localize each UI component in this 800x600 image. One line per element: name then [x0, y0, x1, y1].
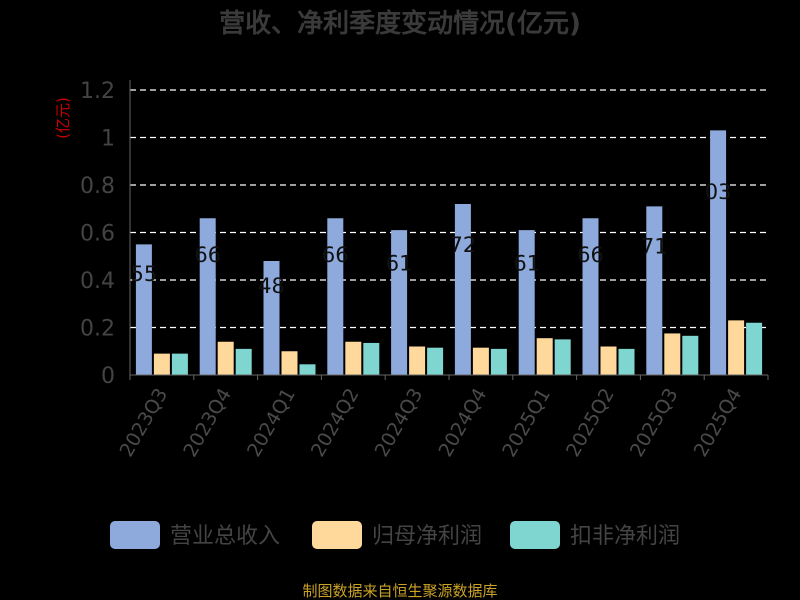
y-tick-label: 0.6 [80, 222, 115, 247]
bar-data-label: 03 [705, 180, 732, 204]
bar-2024Q2-series0 [327, 218, 344, 375]
x-tick-label: 2023Q4 [179, 385, 236, 461]
bar-data-label: 61 [386, 252, 413, 276]
x-tick-label: 2024Q4 [434, 385, 491, 461]
bar-2023Q4-series0 [199, 218, 216, 375]
bar-2025Q4-series2 [746, 322, 763, 375]
bar-2024Q4-series1 [472, 347, 489, 375]
bar-2023Q4-series1 [217, 341, 234, 375]
bar-2023Q4-series2 [235, 348, 252, 375]
y-tick-label: 0.4 [80, 269, 115, 294]
y-tick-label: 0.2 [80, 317, 115, 342]
bar-2025Q3-series1 [664, 333, 681, 375]
bar-2025Q1-series1 [536, 338, 553, 375]
x-tick-label: 2024Q2 [307, 385, 364, 461]
bar-2025Q3-series2 [682, 335, 699, 375]
bar-data-label: 66 [194, 243, 221, 267]
x-tick-label: 2024Q1 [243, 385, 300, 461]
legend-label-2: 扣非净利润 [570, 524, 680, 549]
bar-data-label: 71 [641, 235, 668, 259]
legend-swatch-2 [510, 521, 560, 549]
x-tick-label: 2025Q1 [498, 385, 555, 461]
legend-swatch-1 [312, 521, 362, 549]
x-tick-label: 2025Q4 [690, 385, 747, 461]
bar-2024Q1-series0 [263, 261, 280, 375]
bar-2024Q3-series1 [409, 346, 426, 375]
x-tick-label: 2024Q3 [371, 385, 428, 461]
x-tick-label: 2025Q2 [562, 385, 619, 461]
bar-2025Q1-series0 [518, 230, 535, 375]
bar-2025Q1-series2 [554, 339, 571, 375]
bar-2024Q4-series2 [490, 348, 507, 375]
y-tick-label: 0 [101, 364, 115, 389]
bar-layer [135, 130, 763, 375]
bar-data-label: 66 [577, 243, 604, 267]
bar-2023Q3-series1 [153, 353, 170, 375]
data-label-layer: 55 66 48 66 61 72 61 66 71 03 [131, 180, 732, 298]
bar-2025Q3-series0 [646, 206, 663, 375]
bar-2025Q2-series0 [582, 218, 599, 375]
y-axis-label: (亿元) [54, 97, 72, 139]
x-tick-label: 2025Q3 [626, 385, 683, 461]
bar-2024Q1-series2 [299, 364, 316, 375]
data-source-note: 制图数据来自恒生聚源数据库 [302, 582, 497, 600]
y-tick-label: 1.2 [80, 79, 115, 104]
y-tick-label: 1 [101, 127, 115, 152]
bar-2023Q3-series2 [171, 353, 188, 375]
legend-label-1: 归母净利润 [372, 524, 482, 549]
bar-data-label: 72 [450, 233, 477, 257]
chart-title: 营收、净利季度变动情况(亿元) [219, 8, 581, 39]
bar-2024Q4-series0 [454, 204, 471, 375]
bar-2024Q3-series0 [391, 230, 408, 375]
legend: 营业总收入 归母净利润 扣非净利润 [110, 521, 680, 549]
bar-2024Q2-series1 [345, 341, 362, 375]
bar-2024Q1-series1 [281, 351, 298, 375]
bar-data-label: 48 [258, 274, 285, 298]
grid-layer [130, 89, 768, 329]
bar-2025Q4-series0 [710, 130, 727, 375]
bar-data-label: 66 [322, 243, 349, 267]
bar-2024Q3-series2 [427, 347, 444, 375]
bar-2024Q2-series2 [363, 342, 380, 375]
bar-data-label: 55 [131, 262, 158, 286]
legend-label-0: 营业总收入 [170, 524, 280, 549]
bar-2025Q2-series1 [600, 346, 617, 375]
bar-2023Q3-series0 [135, 244, 152, 375]
bar-data-label: 61 [513, 252, 540, 276]
bar-2025Q2-series2 [618, 348, 635, 375]
x-tick-label: 2023Q3 [115, 385, 172, 461]
y-tick-label: 0.8 [80, 174, 115, 199]
legend-swatch-0 [110, 521, 160, 549]
bar-2025Q4-series1 [728, 320, 745, 375]
